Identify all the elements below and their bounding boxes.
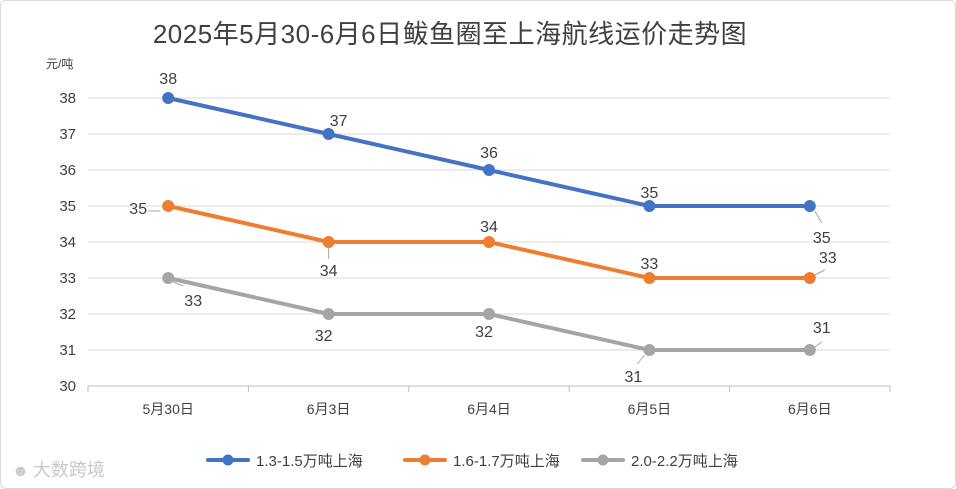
legend-label: 1.3-1.5万吨上海: [256, 453, 363, 470]
data-point: [643, 200, 656, 212]
label-leader-line: [637, 354, 645, 365]
y-tick-label: 35: [59, 198, 76, 215]
data-point: [643, 344, 656, 356]
data-label: 32: [475, 324, 493, 341]
x-tick-label: 5月30日: [143, 401, 194, 417]
x-axis-ticks: 5月30日 6月3日 6月4日 6月5日 6月6日: [143, 401, 832, 417]
data-label: 33: [184, 293, 202, 310]
legend: 1.3-1.5万吨上海 1.6-1.7万吨上海 2.0-2.2万吨上海: [206, 453, 738, 470]
legend-swatch-marker: [419, 454, 431, 466]
data-label: 33: [819, 250, 837, 267]
data-label: 36: [480, 145, 498, 162]
data-point: [803, 272, 816, 284]
data-point: [483, 164, 495, 176]
legend-label: 2.0-2.2万吨上海: [631, 453, 738, 470]
watermark-text: 大数跨境: [32, 460, 105, 480]
x-tick-label: 6月5日: [628, 401, 672, 417]
data-label: 31: [625, 369, 643, 386]
data-label: 37: [330, 113, 348, 130]
legend-swatch-marker: [597, 454, 609, 466]
data-point: [803, 344, 816, 356]
data-label: 32: [315, 328, 333, 345]
data-label: 34: [480, 219, 498, 236]
data-label: 35: [641, 185, 659, 202]
data-point: [483, 236, 495, 248]
y-tick-label: 37: [59, 126, 76, 143]
label-leader-line: [814, 210, 823, 224]
x-tick-label: 6月3日: [307, 401, 351, 417]
data-label: 38: [159, 71, 177, 88]
data-label: 35: [813, 230, 831, 247]
data-point: [483, 308, 495, 320]
series-lines: [162, 92, 816, 356]
data-point: [322, 308, 335, 320]
x-tick-label: 6月6日: [788, 401, 832, 417]
data-point: [803, 200, 816, 212]
data-point: [643, 272, 656, 284]
data-point: [162, 200, 175, 212]
data-point: [322, 236, 335, 248]
y-tick-label: 30: [59, 378, 76, 395]
data-point: [322, 128, 335, 140]
data-label: 33: [641, 256, 659, 273]
legend-swatch-marker: [222, 454, 234, 466]
y-tick-label: 31: [59, 342, 76, 359]
data-label: 31: [813, 320, 831, 337]
data-point: [162, 92, 175, 104]
data-labels: 38 37 36 35 35 35 34 34 33 33 33 32 32 31 31: [129, 71, 836, 386]
label-leader-line: [814, 269, 826, 276]
legend-label: 1.6-1.7万吨上海: [453, 453, 560, 470]
watermark: ☻ 大数跨境: [12, 456, 105, 482]
label-leader-line: [814, 341, 823, 348]
y-tick-label: 33: [59, 270, 76, 287]
data-point: [162, 272, 175, 284]
data-label: 34: [320, 263, 338, 280]
data-label: 35: [129, 201, 147, 218]
y-tick-label: 32: [59, 306, 76, 323]
y-axis-unit-label: 元/吨: [46, 57, 74, 71]
chart-title: 2025年5月30-6月6日鲅鱼圈至上海航线运价走势图: [152, 19, 748, 49]
x-tick-label: 6月4日: [467, 401, 511, 417]
weibo-icon: ☻: [12, 463, 29, 480]
y-tick-label: 36: [59, 162, 76, 179]
y-tick-label: 34: [59, 234, 76, 251]
y-axis-ticks: 30 31 32 33 34 35 36 37 38: [59, 90, 76, 395]
y-tick-label: 38: [59, 90, 76, 107]
label-leader-line: [173, 281, 184, 287]
